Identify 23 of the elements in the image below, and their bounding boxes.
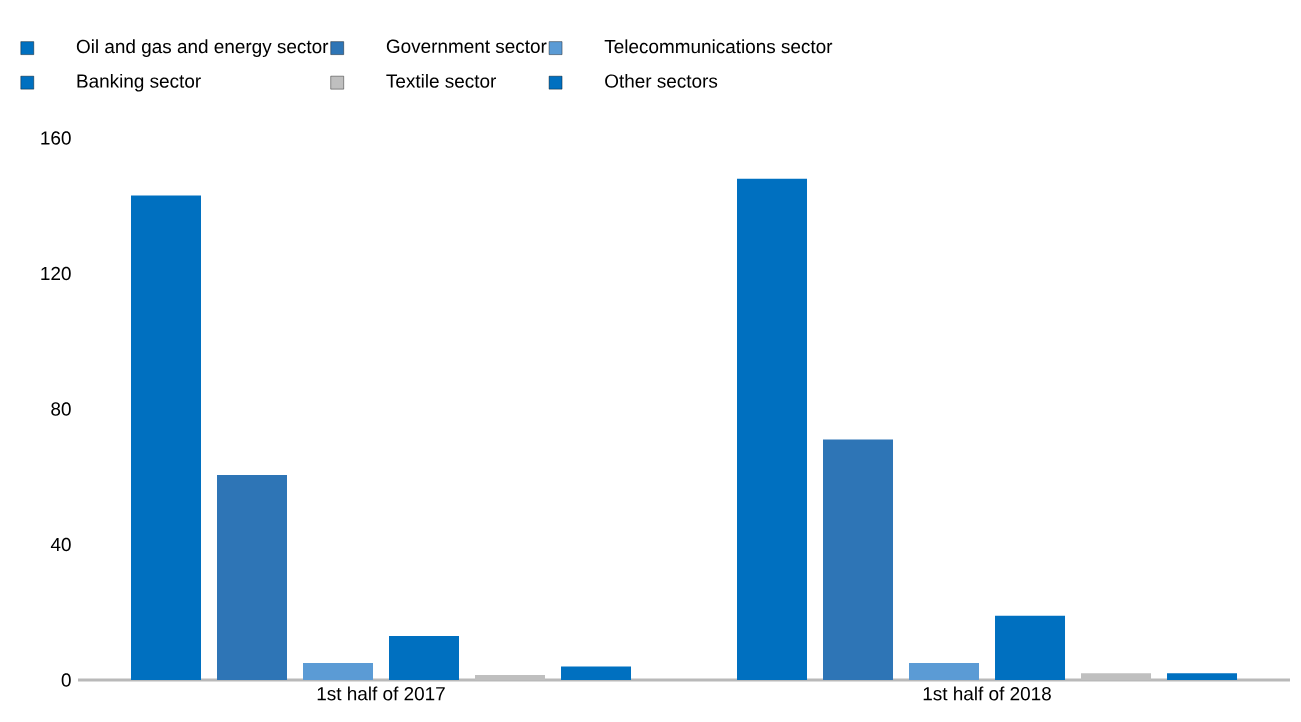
legend-label: Banking sector <box>77 73 201 92</box>
bar <box>561 666 632 680</box>
y-tick-label: 120 <box>41 266 71 281</box>
bar <box>303 663 374 680</box>
y-tick-label: 40 <box>50 537 71 552</box>
bar <box>1167 673 1238 680</box>
bar <box>995 615 1066 680</box>
bar <box>131 195 201 680</box>
bar <box>823 439 894 680</box>
y-tick-label: 0 <box>61 673 71 687</box>
bar <box>389 635 460 680</box>
legend-label: Textile sector <box>386 73 497 88</box>
bar <box>217 475 287 680</box>
legend-label: Government sector <box>386 39 547 53</box>
y-tick-label: 80 <box>51 402 71 416</box>
legend-label: Telecommunications sector <box>604 39 833 54</box>
legend-label: Other sectors <box>605 73 718 88</box>
bar <box>737 178 807 680</box>
x-tick-label: 1st half of 2018 <box>923 686 1051 701</box>
bar <box>909 663 980 680</box>
legend-label: Oil and gas and energy sector <box>76 39 329 57</box>
x-tick-label: 1st half of 2017 <box>317 686 445 701</box>
y-tick-label: 160 <box>41 131 71 145</box>
